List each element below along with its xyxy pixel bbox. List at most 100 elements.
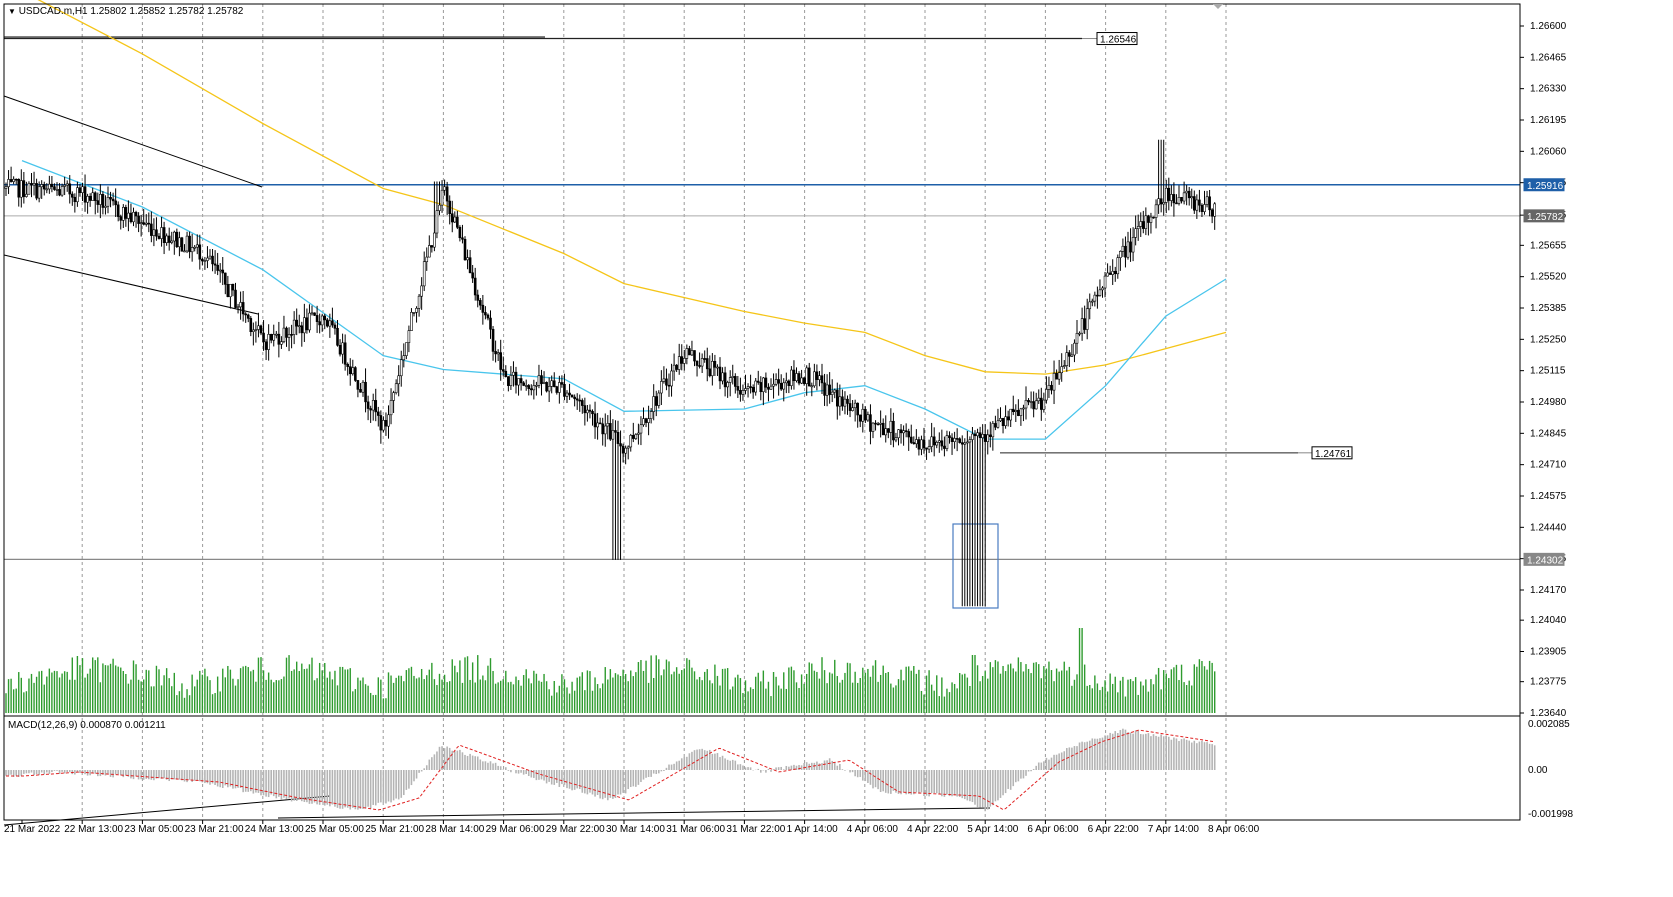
candle-body — [1001, 418, 1005, 427]
candle-body — [568, 392, 571, 396]
candle-body — [703, 358, 707, 360]
candle-body — [50, 183, 54, 187]
candle-body — [1180, 197, 1183, 202]
candle-body — [119, 216, 123, 221]
candle-body — [764, 377, 768, 388]
candle-body — [950, 437, 954, 442]
time-label: 30 Mar 14:00 — [606, 824, 665, 835]
candle-body — [244, 313, 247, 316]
candle-body — [879, 422, 882, 425]
candle-body — [1091, 300, 1094, 303]
candle-body — [338, 345, 342, 355]
candle-body — [484, 312, 487, 316]
candle-body — [1164, 187, 1168, 203]
candle-body — [960, 442, 964, 445]
candle-body — [60, 186, 64, 196]
candle-body — [152, 229, 156, 236]
candle-body — [726, 382, 729, 388]
price-label: 1.25385 — [1530, 303, 1567, 314]
candle-body — [471, 272, 474, 279]
candle-body — [1116, 257, 1120, 275]
candle-body — [767, 386, 770, 390]
time-label: 31 Mar 06:00 — [666, 824, 725, 835]
triangle-down-icon[interactable]: ▼ — [8, 7, 16, 16]
candle-body — [308, 312, 311, 331]
candle-body — [1042, 399, 1046, 410]
candle-body — [206, 257, 209, 261]
candle-body — [58, 189, 61, 196]
candle-body — [1205, 196, 1209, 205]
candle-body — [751, 386, 755, 393]
candle-body — [175, 231, 179, 248]
candle-body — [37, 186, 41, 199]
candle-body — [830, 391, 834, 395]
candle-body — [1195, 199, 1199, 211]
candle-body — [1106, 272, 1109, 277]
time-label: 6 Apr 06:00 — [1027, 824, 1079, 835]
candle-body — [463, 238, 467, 261]
candle-body — [45, 188, 49, 191]
candle-body — [1121, 245, 1125, 252]
candle-body — [323, 315, 327, 321]
candle-body — [978, 432, 982, 439]
price-axis: 1.26600 1.26465 1.26330 1.26195 1.26060 1.259… — [1520, 21, 1573, 820]
ma-fast-line — [21, 159, 1227, 440]
candle-body — [303, 317, 306, 334]
candle-body — [86, 195, 89, 203]
candle-body — [259, 325, 263, 334]
candle-body — [1098, 289, 1102, 296]
price-label: 1.25115 — [1530, 366, 1566, 377]
candle-body — [996, 420, 1000, 428]
candle-body — [167, 235, 171, 243]
candle-body — [988, 434, 992, 438]
candle-body — [583, 405, 587, 414]
candle-body — [999, 418, 1002, 422]
candle-body — [1119, 251, 1122, 258]
candle-body — [27, 183, 31, 195]
candle-body — [728, 377, 732, 383]
price-label: 1.25250 — [1530, 334, 1567, 345]
candle-body — [874, 422, 877, 425]
candle-body — [501, 369, 505, 372]
candle-body — [1073, 342, 1076, 356]
candle-body — [438, 204, 441, 211]
candle-body — [81, 186, 84, 193]
candle-body — [104, 205, 107, 208]
candle-body — [1170, 194, 1173, 201]
candle-body — [818, 375, 821, 380]
candle-body — [907, 431, 911, 438]
candle-body — [621, 445, 625, 454]
candle-body — [609, 423, 612, 440]
candle-body — [925, 447, 928, 450]
candle-body — [644, 418, 648, 423]
candle-body — [578, 399, 582, 402]
candle-body — [1004, 416, 1007, 427]
candle-body — [282, 327, 286, 342]
candle-body — [805, 367, 809, 384]
candle-body — [1096, 294, 1099, 297]
candle-body — [1017, 410, 1020, 416]
candle-body — [619, 443, 622, 447]
candle-body — [19, 180, 23, 198]
plot-border — [3, 3, 1521, 821]
time-label: 28 Mar 14:00 — [425, 824, 484, 835]
candle-body — [802, 377, 806, 384]
candle-body — [1134, 228, 1137, 238]
candle-body — [853, 402, 857, 409]
candle-body — [160, 227, 163, 239]
candle-body — [529, 388, 533, 391]
candle-body — [981, 433, 984, 439]
candle-body — [790, 369, 793, 386]
candle-body — [670, 370, 673, 387]
candle-body — [361, 381, 365, 393]
candle-body — [374, 400, 378, 413]
candle-body — [254, 329, 258, 331]
candle-body — [415, 307, 418, 313]
candle-body — [731, 376, 735, 378]
candle-body — [422, 261, 426, 287]
candle-body — [198, 244, 202, 260]
candle-body — [894, 437, 898, 441]
candle-body — [285, 327, 288, 338]
candle-body — [1103, 275, 1107, 289]
